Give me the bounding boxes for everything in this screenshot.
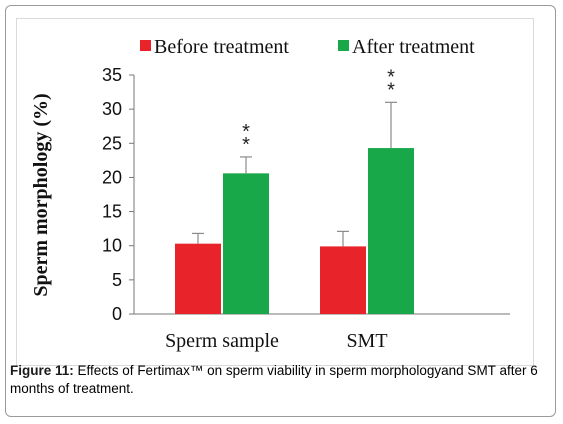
figure-frame: [5, 5, 556, 417]
y-tick-label: 35: [102, 65, 122, 85]
significance-annotation: *: [242, 134, 250, 156]
bar: [175, 243, 221, 314]
x-tick-label: SMT: [346, 330, 387, 352]
significance-annotation: *: [387, 66, 395, 88]
y-axis-title: Sperm morphology (%): [30, 93, 52, 296]
y-tick-label: 25: [102, 133, 122, 153]
legend-label: After treatment: [352, 36, 475, 58]
bar-chart: 0 5 10 15 20 25 30 35 Sperm morphology (%) Sperm …: [30, 36, 510, 352]
y-tick-label: 30: [102, 99, 122, 119]
y-tick-label: 10: [102, 236, 122, 256]
bar: [368, 148, 414, 314]
legend-swatch: [338, 40, 349, 51]
bar: [223, 173, 269, 314]
bar: [320, 246, 366, 314]
y-tick-label: 20: [102, 167, 122, 187]
y-tick-label: 0: [112, 304, 122, 324]
legend-label: Before treatment: [154, 36, 289, 58]
x-tick-label: Sperm sample: [165, 330, 279, 352]
significance-annotation: *: [242, 121, 250, 143]
significance-annotation: *: [387, 79, 395, 101]
figure-caption-label: Figure 11:: [10, 363, 74, 378]
y-tick-label: 15: [102, 202, 122, 222]
chart-area: [16, 18, 534, 366]
legend-swatch: [140, 40, 151, 51]
y-tick-label: 5: [112, 270, 122, 290]
figure-caption: Figure 11: Effects of Fertimax™ on sperm…: [10, 362, 540, 398]
figure-caption-text: Effects of Fertimax™ on sperm viability …: [10, 363, 538, 396]
